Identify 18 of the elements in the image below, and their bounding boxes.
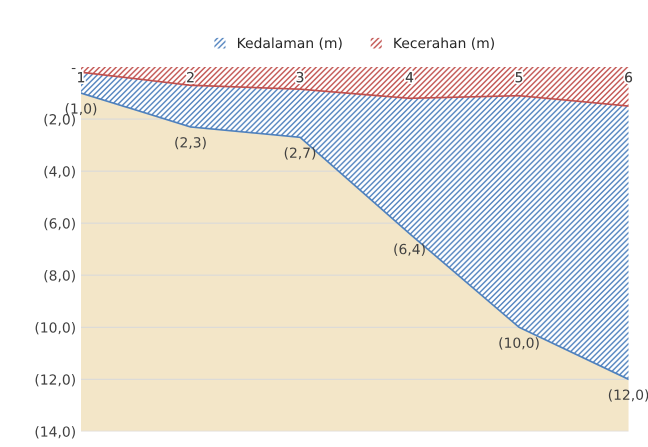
data-label: (1,0)	[66, 103, 96, 116]
data-label: (2,3)	[175, 136, 206, 150]
y-tick-label: (12,0)	[36, 374, 75, 386]
y-tick-label: (4,0)	[44, 166, 75, 178]
y-tick-label: (2,0)	[44, 114, 75, 126]
data-label: (12,0)	[608, 389, 648, 402]
y-tick-label: -	[72, 68, 76, 70]
x-tick-label: 1	[78, 72, 84, 82]
y-tick-label: (14,0)	[36, 426, 75, 438]
data-label: (10,0)	[499, 337, 539, 350]
x-tick-label: 6	[625, 72, 632, 82]
data-label: (6,4)	[394, 244, 425, 256]
data-label: (2,7)	[284, 147, 316, 160]
y-tick-label: (8,0)	[44, 270, 75, 282]
legend-label: Kedalaman (m)	[238, 37, 342, 50]
y-tick-label: (10,0)	[36, 322, 75, 334]
legend-label: Kecerahan (m)	[394, 37, 494, 50]
y-tick-label: (6,0)	[44, 218, 75, 230]
